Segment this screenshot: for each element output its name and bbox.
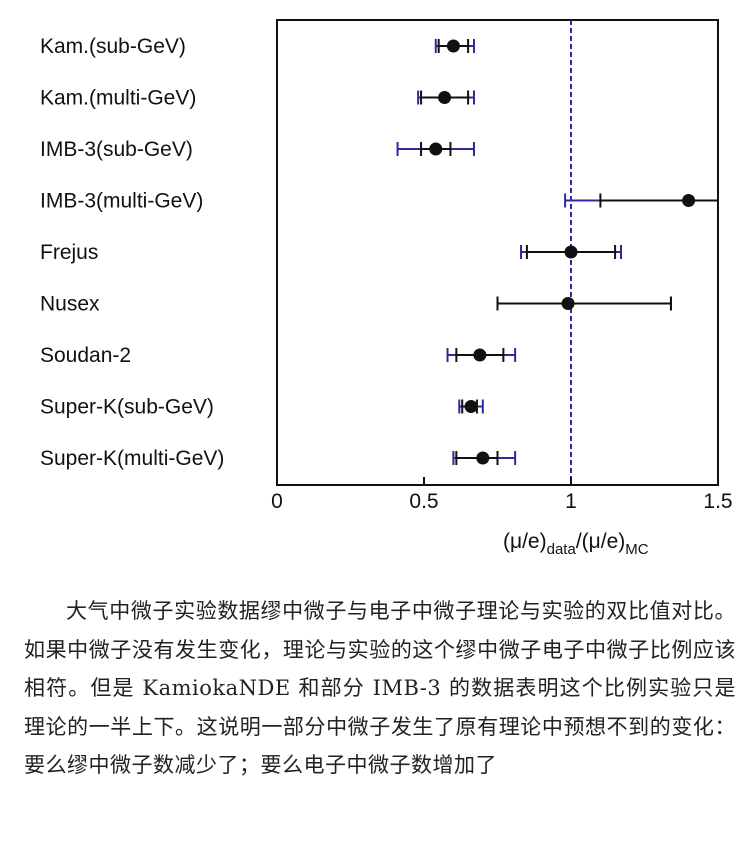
y-tick-label: Kam.(sub-GeV): [40, 35, 186, 58]
data-point: [476, 451, 490, 465]
data-point: [473, 348, 487, 362]
x-tick-label: 0.5: [409, 490, 438, 513]
y-tick-label: Kam.(multi-GeV): [40, 87, 196, 110]
data-point: [446, 39, 460, 53]
double-ratio-chart: Kam.(sub-GeV) Kam.(multi-GeV) IMB-3(sub-Ge…: [40, 19, 733, 558]
y-tick-label: Frejus: [40, 241, 98, 264]
y-tick-label: IMB-3(sub-GeV): [40, 138, 193, 161]
y-tick-label: IMB-3(multi-GeV): [40, 190, 203, 213]
data-point: [561, 297, 575, 310]
x-axis-label: (μ/e)data/(μ/e)MC: [503, 530, 649, 558]
data-point: [564, 245, 578, 259]
error-bar: [496, 296, 672, 311]
y-tick-label: Nusex: [40, 293, 100, 316]
y-tick-label: Super-K(sub-GeV): [40, 396, 214, 419]
x-tick-label: 1: [565, 490, 577, 513]
figure: Kam.(sub-GeV) Kam.(multi-GeV) IMB-3(sub-Ge…: [40, 19, 733, 558]
y-tick-label: Soudan-2: [40, 344, 131, 367]
data-point: [429, 142, 443, 156]
figure-caption: 大气中微子实验数据缪中微子与电子中微子理论与实验的双比值对比。如果中微子没有发生…: [24, 599, 736, 777]
data-point: [438, 91, 452, 104]
data-point: [682, 194, 696, 207]
y-tick-label: Super-K(multi-GeV): [40, 447, 224, 470]
data-point: [464, 400, 478, 413]
x-tick-label: 0: [271, 490, 283, 513]
x-tick-label: 1.5: [703, 490, 732, 513]
plot-frame: [276, 19, 719, 486]
